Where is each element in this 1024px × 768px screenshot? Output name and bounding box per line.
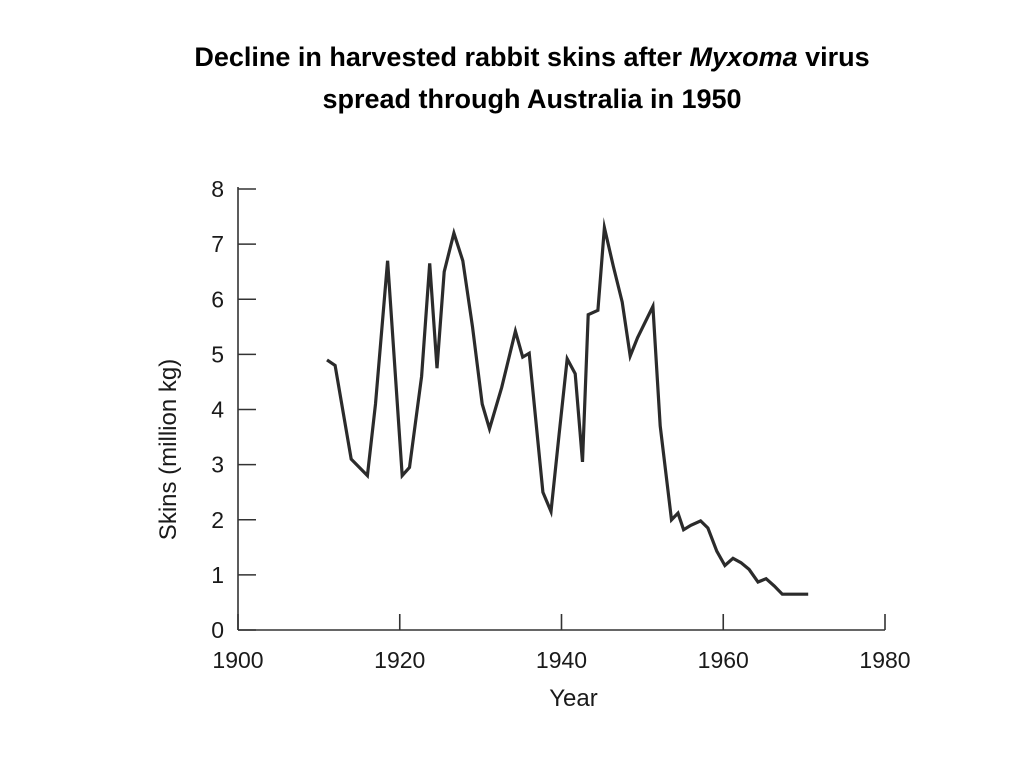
y-tick-label: 6 — [211, 286, 224, 312]
x-tick-label: 1960 — [698, 647, 749, 673]
x-axis-label: Year — [549, 685, 598, 712]
y-tick-label: 5 — [211, 341, 224, 367]
title-text-start: Decline in harvested rabbit skins after — [194, 42, 690, 72]
title-line-1: Decline in harvested rabbit skins after … — [60, 36, 1004, 78]
y-tick-label: 1 — [211, 562, 224, 588]
title-text-end: virus — [797, 42, 870, 72]
series-line-0 — [326, 217, 809, 596]
y-tick-label: 2 — [211, 507, 224, 533]
x-tick-label: 1920 — [374, 647, 425, 673]
title-italic-virus-name: Myxoma — [689, 42, 798, 72]
title-line-2: spread through Australia in 1950 — [322, 84, 742, 114]
x-tick-label: 1980 — [859, 647, 910, 673]
y-tick-label: 3 — [211, 452, 224, 478]
x-tick-label: 1900 — [212, 647, 263, 673]
y-tick-label: 8 — [211, 176, 224, 202]
slide-title: Decline in harvested rabbit skins after … — [60, 36, 1004, 120]
x-tick-label: 1940 — [536, 647, 587, 673]
y-tick-label: 4 — [211, 397, 224, 423]
y-tick-label: 0 — [211, 617, 224, 643]
y-tick-label: 7 — [211, 231, 224, 257]
chart-axes: 0 1 2 3 4 5 6 7 8 1900 1920 1940 1960 1980 — [211, 176, 910, 673]
chart-series — [326, 217, 809, 596]
y-axis-label: Skins (million kg) — [155, 359, 182, 540]
